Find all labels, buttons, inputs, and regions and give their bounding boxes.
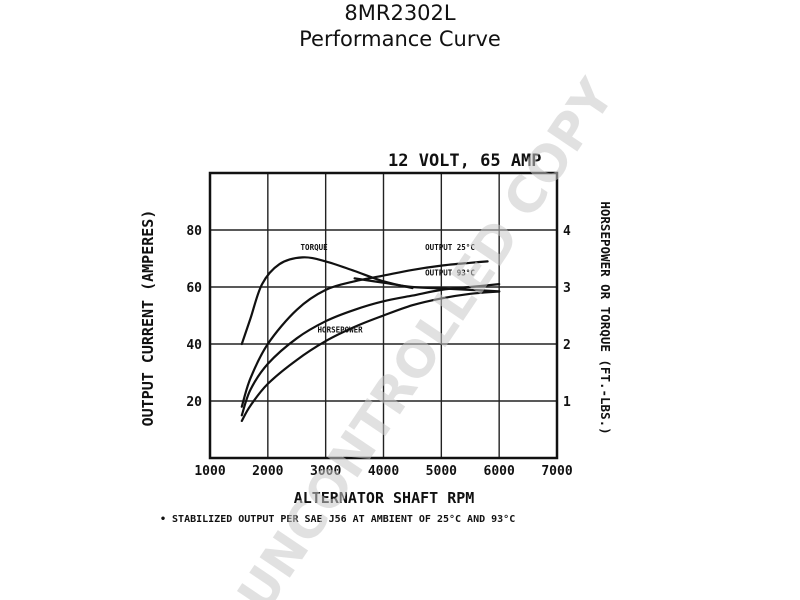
curve-label: HORSEPOWER [318,326,364,335]
curve-label: OUTPUT 25°C [425,243,475,252]
y2-tick-label: 1 [563,395,571,410]
y-tick-label: 40 [186,338,202,353]
y-tick-label: 20 [186,395,202,410]
rating-label: 12 VOLT, 65 AMP [388,151,542,171]
chart-title: 8MR2302L [344,1,456,25]
y-tick-label: 60 [186,281,202,296]
tick-labels: 1000 2000 3000 4000 5000 6000 7000 20 40 60 80 1 2 3 4 [186,224,572,479]
x-tick-label: 1000 [194,464,225,479]
y2-tick-label: 3 [563,281,571,296]
x-tick-label: 2000 [252,464,283,479]
series-torque [240,256,414,346]
footnote: • STABILIZED OUTPUT PER SAE J56 AT AMBIE… [160,514,515,525]
x-tick-label: 7000 [541,464,572,479]
y-tick-label: 80 [186,224,202,239]
x-tick-label: 4000 [368,464,399,479]
x-tick-label: 3000 [310,464,341,479]
series-output-25-c [240,260,489,408]
series-layer [240,256,501,422]
y2-tick-label: 4 [563,224,571,239]
chart-subtitle: Performance Curve [299,27,501,51]
y-axis-label: OUTPUT CURRENT (AMPERES) [139,210,157,427]
series-line-4 [353,277,501,293]
x-tick-label: 6000 [484,464,515,479]
plot-frame [208,171,559,460]
curve-labels: TORQUE OUTPUT 25°C OUTPUT 93°C HORSEPOWER [301,243,475,335]
chart-header: 8MR2302L Performance Curve [0,0,800,52]
x-axis-label: ALTERNATOR SHAFT RPM [294,489,475,507]
y2-tick-label: 2 [563,338,571,353]
chart-grid [210,173,557,458]
series-horsepower [240,290,501,422]
y2-axis-label: HORSEPOWER OR TORQUE (FT.-LBS.) [598,201,613,434]
x-tick-label: 5000 [426,464,457,479]
curve-label: TORQUE [301,243,329,252]
curve-label: OUTPUT 93°C [425,269,475,278]
